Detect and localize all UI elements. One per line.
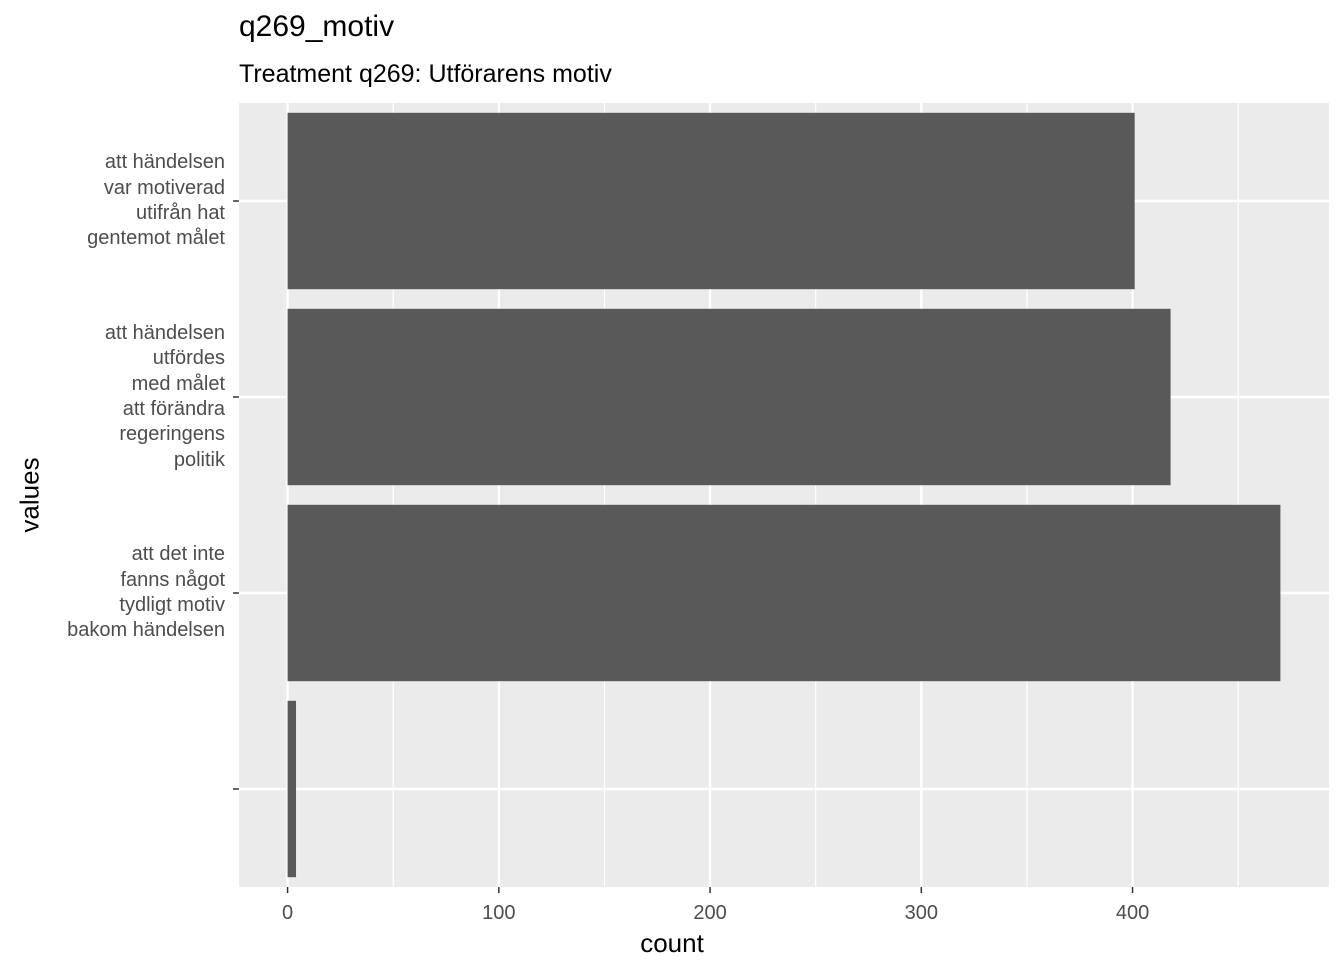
x-tick-label: 400 [1116, 902, 1149, 924]
bar [287, 504, 1281, 682]
y-tick-label: att händelsen utfördes med målet att för… [104, 322, 225, 471]
y-tick-label: att det inte fanns något tydligt motiv b… [67, 543, 225, 642]
bar [287, 700, 297, 878]
chart-title: q269_motiv [239, 10, 395, 43]
x-axis-title: count [640, 928, 704, 958]
chart-subtitle: Treatment q269: Utförarens motiv [239, 60, 612, 88]
x-tick-label: 0 [282, 902, 293, 924]
x-tick-label: 300 [905, 902, 938, 924]
bar [287, 112, 1135, 290]
x-tick-label: 200 [693, 902, 726, 924]
x-tick-label: 100 [482, 902, 515, 924]
y-tick-label: att händelsen var motiverad utifrån hat … [87, 151, 225, 250]
y-axis-title: values [14, 457, 45, 533]
bar [287, 308, 1171, 486]
